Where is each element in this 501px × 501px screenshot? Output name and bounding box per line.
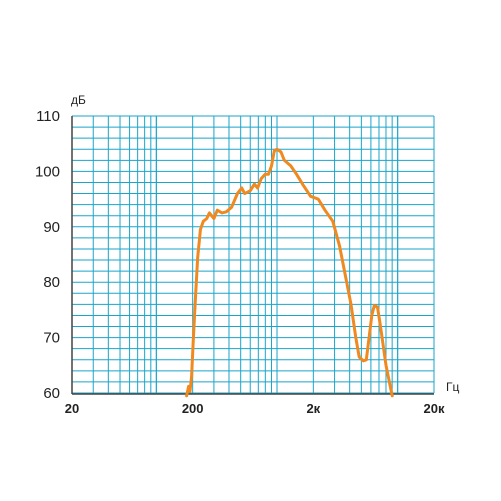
x-tick-labels: 20 200 2к 20к — [65, 401, 445, 416]
y-tick-labels: 60 70 80 90 100 110 — [35, 108, 60, 402]
series-line — [185, 147, 394, 398]
y-axis-unit-label: дБ — [71, 93, 86, 107]
y-tick-label: 90 — [43, 219, 60, 236]
axes — [71, 116, 434, 395]
x-axis-unit-label: Гц — [446, 380, 459, 394]
y-tick-label: 100 — [35, 163, 60, 180]
grid — [71, 115, 435, 394]
x-tick-label: 2к — [306, 401, 320, 416]
y-tick-label: 60 — [43, 385, 60, 402]
y-tick-label: 80 — [43, 274, 60, 291]
y-tick-label: 110 — [36, 108, 60, 125]
x-tick-label: 20к — [424, 401, 445, 416]
series — [185, 147, 394, 398]
x-tick-label: 20 — [65, 401, 79, 416]
y-tick-label: 70 — [43, 330, 60, 347]
x-tick-label: 200 — [182, 401, 204, 416]
